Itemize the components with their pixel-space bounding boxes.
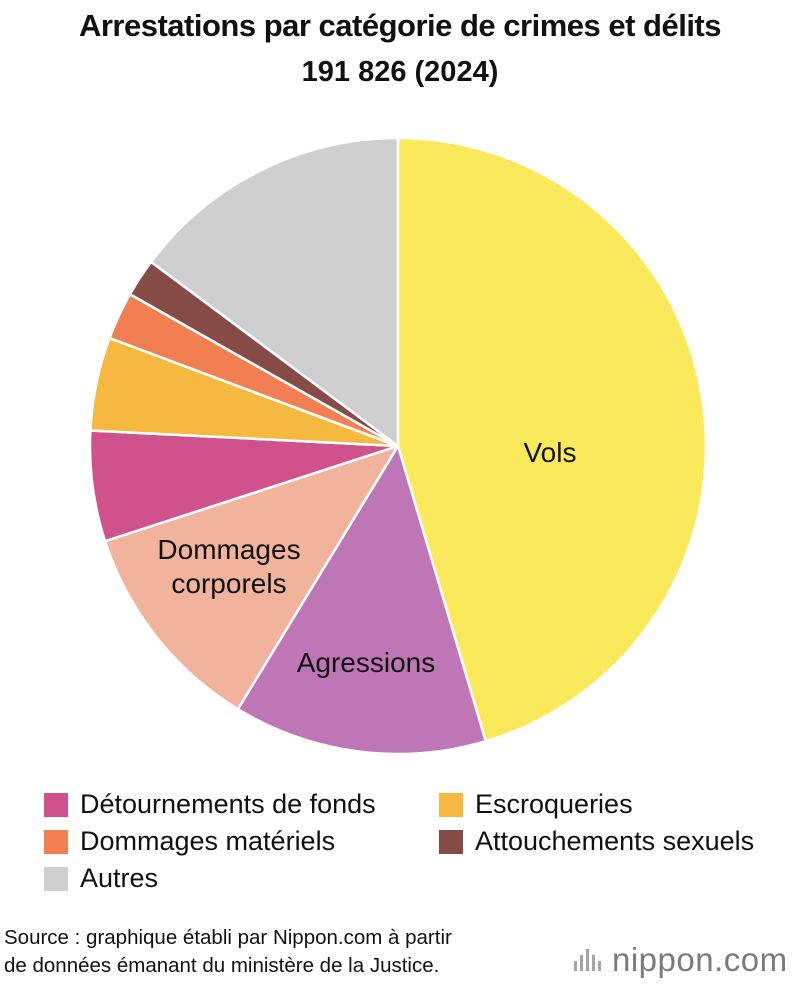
pie-chart: Vols Agressions Dommages corporels xyxy=(88,136,708,756)
legend-item-dommages-materiels: Dommages matériels xyxy=(44,826,439,857)
legend-row: Autres xyxy=(44,860,784,897)
legend-label: Dommages matériels xyxy=(80,826,336,856)
slice-label-agressions: Agressions xyxy=(297,647,436,678)
legend-swatch xyxy=(44,792,68,817)
legend-row: Détournements de fonds Escroqueries xyxy=(44,786,784,823)
slice-label-dommages-corporels: Dommages corporels xyxy=(157,534,300,599)
source-note: Source : graphique établi par Nippon.com… xyxy=(4,924,564,980)
legend-label: Détournements de fonds xyxy=(80,789,376,819)
legend-item-detournements: Détournements de fonds xyxy=(44,789,439,820)
legend-item-autres: Autres xyxy=(44,863,439,894)
nippon-bars-icon xyxy=(574,949,604,971)
legend-row: Dommages matériels Attouchements sexuels xyxy=(44,823,784,860)
slice-label-vols: Vols xyxy=(524,437,577,468)
legend-swatch xyxy=(44,866,68,891)
legend-item-attouchements: Attouchements sexuels xyxy=(439,826,754,857)
pie-slice-vols xyxy=(396,136,708,743)
legend: Détournements de fonds Escroqueries Domm… xyxy=(44,786,784,897)
legend-label: Escroqueries xyxy=(475,789,633,819)
logo-text: nippon.com xyxy=(612,941,788,978)
chart-title: Arrestations par catégorie de crimes et … xyxy=(78,8,722,43)
legend-item-escroqueries: Escroqueries xyxy=(439,789,633,820)
nippon-logo: nippon.com xyxy=(574,940,788,980)
source-line-1: Source : graphique établi par Nippon.com… xyxy=(4,926,452,949)
pie-slice-dommages-corporels xyxy=(103,444,400,711)
chart-subtitle: 191 826 (2024) xyxy=(301,56,499,88)
legend-swatch xyxy=(44,829,68,854)
pie-slice-autres xyxy=(149,136,400,448)
pie-slice-agressions xyxy=(236,444,488,756)
legend-swatch xyxy=(439,829,463,854)
legend-label: Attouchements sexuels xyxy=(475,826,755,856)
legend-swatch xyxy=(439,792,463,817)
source-line-2: de données émanant du ministère de la Ju… xyxy=(4,954,440,977)
legend-label: Autres xyxy=(80,863,159,893)
